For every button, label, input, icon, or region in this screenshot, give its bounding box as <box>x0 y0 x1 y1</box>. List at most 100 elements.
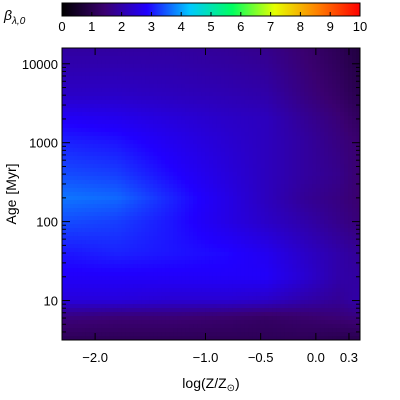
heatmap-cell <box>236 300 242 305</box>
heatmap-cell <box>320 188 325 193</box>
heatmap-cell <box>336 104 341 109</box>
heatmap-cell <box>220 56 226 61</box>
heatmap-cell <box>109 100 115 105</box>
heatmap-cell <box>292 232 298 237</box>
heatmap-cell <box>328 288 333 293</box>
heatmap-cell <box>292 296 298 301</box>
heatmap-cell <box>244 308 250 313</box>
heatmap-cell <box>292 300 298 305</box>
heatmap-cell <box>129 56 135 61</box>
heatmap-cell <box>248 196 254 201</box>
heatmap-cell <box>129 236 135 241</box>
heatmap-cell <box>81 132 87 137</box>
heatmap-cell <box>348 280 353 285</box>
heatmap-cell <box>260 300 266 305</box>
heatmap-cell <box>85 92 91 97</box>
heatmap-cell <box>300 112 305 117</box>
heatmap-cell <box>169 296 174 301</box>
heatmap-cell <box>308 96 313 101</box>
heatmap-cell <box>105 144 111 149</box>
heatmap-cell <box>189 224 194 229</box>
heatmap-cell <box>244 120 250 125</box>
heatmap-cell <box>209 224 214 229</box>
heatmap-cell <box>125 72 131 77</box>
heatmap-cell <box>65 60 71 65</box>
heatmap-cell <box>336 284 341 289</box>
heatmap-cell <box>272 260 278 265</box>
heatmap-cell <box>141 64 147 69</box>
heatmap-cell <box>197 292 202 297</box>
heatmap-cell <box>288 104 294 109</box>
heatmap-cell <box>248 68 254 73</box>
heatmap-cell <box>189 292 194 297</box>
heatmap-cell <box>236 280 242 285</box>
heatmap-cell <box>113 300 119 305</box>
heatmap-cell <box>101 112 107 117</box>
heatmap-cell <box>169 240 174 245</box>
heatmap-cell <box>352 116 357 121</box>
heatmap-cell <box>332 264 337 269</box>
heatmap-cell <box>264 288 270 293</box>
heatmap-cell <box>324 84 329 89</box>
heatmap-cell <box>304 52 309 57</box>
heatmap-cell <box>240 180 246 185</box>
heatmap-cell <box>209 76 214 81</box>
heatmap-cell <box>145 92 151 97</box>
heatmap-cell <box>300 168 305 173</box>
heatmap-cell <box>248 292 254 297</box>
heatmap-cell <box>264 84 270 89</box>
heatmap-cell <box>336 136 341 141</box>
heatmap-cell <box>220 276 226 281</box>
heatmap-cell <box>356 204 360 209</box>
heatmap-cell <box>137 76 143 81</box>
heatmap-cell <box>312 76 317 81</box>
heatmap-cell <box>101 292 107 297</box>
heatmap-cell <box>328 216 333 221</box>
heatmap-cell <box>232 212 238 217</box>
heatmap-cell <box>65 312 71 317</box>
heatmap-cell <box>248 80 254 85</box>
heatmap-cell <box>93 208 99 213</box>
heatmap-cell <box>332 192 337 197</box>
heatmap-cell <box>296 60 301 65</box>
heatmap-cell <box>248 124 254 129</box>
heatmap-cell <box>328 196 333 201</box>
heatmap-cell <box>212 184 218 189</box>
heatmap-cell <box>336 308 341 313</box>
heatmap-cell <box>117 156 123 161</box>
heatmap-cell <box>272 212 278 217</box>
heatmap-cell <box>173 292 178 297</box>
heatmap-cell <box>240 188 246 193</box>
heatmap-cell <box>352 288 357 293</box>
heatmap-cell <box>149 228 154 233</box>
heatmap-cell <box>272 232 278 237</box>
heatmap-cell <box>320 292 325 297</box>
heatmap-cell <box>292 104 298 109</box>
heatmap-cell <box>165 216 170 221</box>
heatmap-cell <box>69 96 75 101</box>
heatmap-cell <box>276 120 282 125</box>
heatmap-cell <box>236 88 242 93</box>
heatmap-cell <box>228 212 234 217</box>
heatmap-cell <box>304 144 309 149</box>
heatmap-cell <box>189 256 194 261</box>
heatmap-cell <box>232 256 238 261</box>
heatmap-cell <box>344 120 349 125</box>
heatmap-cell <box>356 252 360 257</box>
heatmap-cell <box>81 264 87 269</box>
heatmap-cell <box>81 156 87 161</box>
heatmap-cell <box>264 128 270 133</box>
heatmap-cell <box>205 156 210 161</box>
heatmap-cell <box>308 68 313 73</box>
heatmap-cell <box>189 220 194 225</box>
heatmap-cell <box>77 104 83 109</box>
heatmap-cell <box>356 192 360 197</box>
heatmap-cell <box>240 240 246 245</box>
heatmap-cell <box>157 292 162 297</box>
heatmap-cell <box>101 64 107 69</box>
colorbar-tick-label: 0 <box>58 19 65 34</box>
heatmap-cell <box>240 84 246 89</box>
heatmap-cell <box>209 60 214 65</box>
heatmap-cell <box>348 156 353 161</box>
heatmap-cell <box>244 272 250 277</box>
